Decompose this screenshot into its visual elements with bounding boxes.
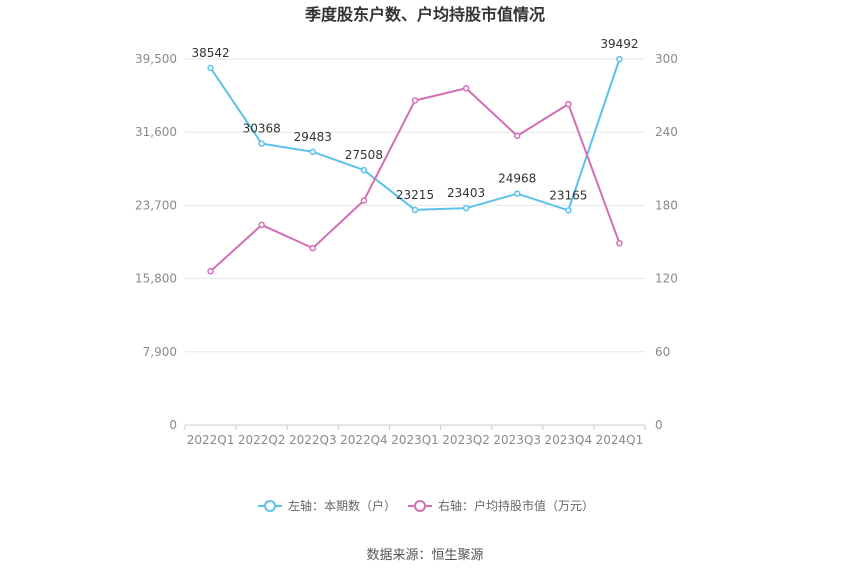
x-tick-label: 2022Q2 — [238, 433, 286, 447]
right-tick-label: 0 — [655, 418, 663, 432]
series-line-avg-value — [209, 87, 621, 273]
right-tick-label: 180 — [655, 198, 678, 212]
grid — [185, 58, 645, 426]
data-point — [462, 204, 470, 212]
data-label: 38542 — [191, 46, 229, 60]
x-tick-label: 2023Q1 — [391, 433, 439, 447]
x-tick-label: 2023Q4 — [545, 433, 593, 447]
legend: 左轴：本期数（户） 右轴：户均持股市值（万元） — [258, 498, 594, 513]
right-tick-label: 300 — [655, 52, 678, 66]
right-tick-label: 240 — [655, 125, 678, 139]
data-point — [207, 64, 214, 72]
left-tick-label: 39,500 — [135, 52, 177, 66]
data-label: 24968 — [498, 172, 536, 186]
data-point — [411, 206, 419, 214]
data-point — [513, 190, 521, 197]
data-point — [258, 221, 265, 229]
legend-label-left: 左轴：本期数（户） — [288, 498, 396, 513]
data-label: 30368 — [243, 122, 281, 136]
data-point — [207, 268, 214, 275]
x-tick-label: 2022Q1 — [187, 433, 235, 447]
left-tick-label: 7,900 — [143, 345, 177, 359]
data-point — [462, 85, 470, 92]
x-tick-label: 2022Q3 — [289, 433, 337, 447]
legend-marker-right — [414, 500, 426, 512]
data-point — [565, 207, 572, 214]
left-tick-label: 31,600 — [135, 125, 177, 139]
data-point — [411, 97, 419, 104]
data-label: 29483 — [294, 130, 332, 144]
data-point — [513, 132, 521, 140]
left-tick-label: 15,800 — [135, 272, 177, 286]
x-tick-label: 2024Q1 — [596, 433, 644, 447]
x-tick-label: 2022Q4 — [340, 433, 388, 447]
data-point — [309, 244, 317, 252]
data-point — [616, 55, 623, 63]
data-label: 27508 — [345, 148, 383, 162]
x-tick-label: 2023Q2 — [442, 433, 490, 447]
data-point — [258, 140, 265, 147]
series-layer: 38542 30368 29483 27508 23215 23403 24968 23165… — [191, 37, 639, 275]
x-axis: 2022Q1 2022Q2 2022Q3 2022Q4 2023Q1 2023Q2 2023… — [184, 425, 646, 447]
left-tick-label: 23,700 — [135, 198, 177, 212]
x-tick-label: 2023Q3 — [493, 433, 541, 447]
source-text: 数据来源：恒生聚源 — [366, 548, 483, 563]
data-label: 23165 — [549, 188, 587, 202]
legend-item-right[interactable]: 右轴：户均持股市值（万元） — [408, 498, 594, 513]
right-tick-label: 60 — [655, 345, 670, 359]
data-label: 23403 — [447, 186, 485, 200]
data-point — [360, 166, 368, 174]
data-point — [565, 100, 572, 108]
chart-title: 季度股东户数、户均持股市值情况 — [304, 5, 545, 24]
data-label: 23215 — [396, 188, 434, 202]
data-label: 39492 — [600, 37, 638, 51]
data-point — [360, 197, 368, 204]
right-axis: 0 60 120 180 240 300 — [655, 52, 678, 432]
legend-item-left[interactable]: 左轴：本期数（户） — [258, 498, 396, 513]
left-tick-label: 0 — [169, 418, 177, 432]
data-point — [616, 239, 623, 247]
legend-marker-left — [264, 500, 276, 512]
right-tick-label: 120 — [655, 272, 678, 286]
left-axis: 0 7,900 15,800 23,700 31,600 39,500 — [135, 52, 177, 432]
data-point — [309, 148, 317, 156]
legend-label-right: 右轴：户均持股市值（万元） — [438, 498, 594, 513]
